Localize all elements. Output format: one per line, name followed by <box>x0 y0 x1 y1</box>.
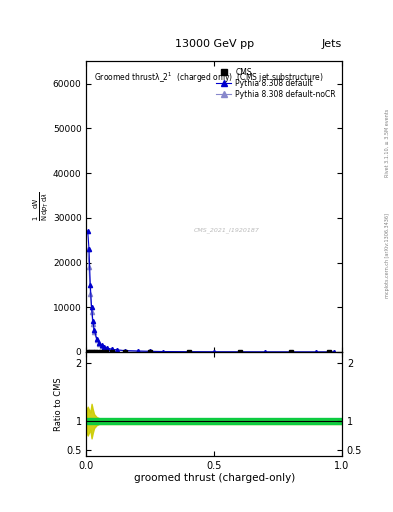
CMS <box>88 349 93 355</box>
Line: CMS: CMS <box>86 350 331 354</box>
CMS <box>327 349 332 355</box>
CMS <box>186 349 191 355</box>
CMS <box>98 349 103 355</box>
CMS <box>288 349 293 355</box>
CMS <box>148 349 152 355</box>
CMS <box>93 349 98 355</box>
CMS <box>103 349 108 355</box>
Legend: CMS, Pythia 8.308 default, Pythia 8.308 default-noCR: CMS, Pythia 8.308 default, Pythia 8.308 … <box>214 65 338 101</box>
CMS <box>110 349 114 355</box>
Text: CMS_2021_I1920187: CMS_2021_I1920187 <box>194 227 260 233</box>
CMS <box>237 349 242 355</box>
CMS <box>123 349 127 355</box>
Y-axis label: $\frac{1}{\mathregular{N}}\frac{\mathregular{d}N}{\mathregular{d}p_T\,\mathregul: $\frac{1}{\mathregular{N}}\frac{\mathreg… <box>32 192 51 222</box>
X-axis label: groomed thrust (charged-only): groomed thrust (charged-only) <box>134 473 295 483</box>
CMS <box>85 349 90 355</box>
CMS <box>90 349 95 355</box>
Text: Rivet 3.1.10, ≥ 3.5M events: Rivet 3.1.10, ≥ 3.5M events <box>385 109 389 178</box>
Text: Groomed thrust$\mathregular{\lambda}$_2$^1$  (charged only)  (CMS jet substructu: Groomed thrust$\mathregular{\lambda}$_2$… <box>94 70 324 84</box>
CMS <box>95 349 100 355</box>
Text: Jets: Jets <box>321 38 342 49</box>
Text: 13000 GeV pp: 13000 GeV pp <box>174 38 254 49</box>
Text: mcplots.cern.ch [arXiv:1306.3436]: mcplots.cern.ch [arXiv:1306.3436] <box>385 214 389 298</box>
Y-axis label: Ratio to CMS: Ratio to CMS <box>55 377 63 431</box>
